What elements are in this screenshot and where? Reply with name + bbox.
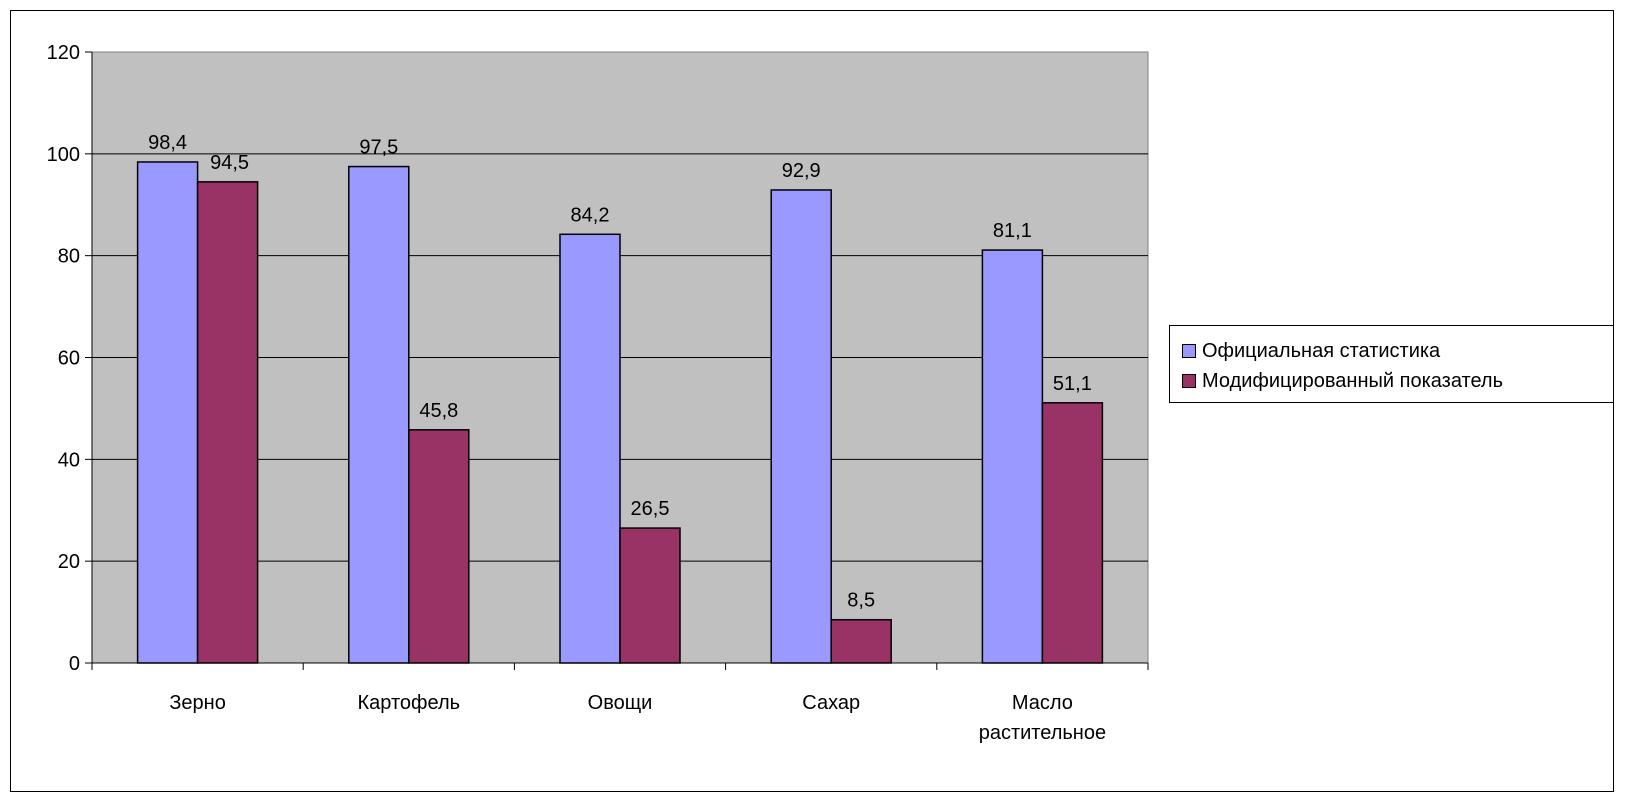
data-label: 98,4 [148,132,187,154]
bar-series-2 [408,429,470,664]
data-label: 8,5 [847,590,875,612]
y-tick-label: 40 [58,449,80,471]
data-label: 81,1 [993,220,1032,242]
data-label: 92,9 [782,160,821,182]
y-tick-label: 20 [58,551,80,573]
data-label: 97,5 [359,137,398,159]
x-tick-label: растительное [979,722,1106,744]
legend-label-series-1: Официальная статистика [1202,339,1441,362]
data-label: 94,5 [210,152,249,174]
axes: 0 20 40 60 80 100 120 Зерно Картофель Овощи Сахар М… [47,42,1149,744]
legend-item-series-1: Официальная статистика [1182,338,1440,364]
bar-series-1 [348,165,410,664]
y-tick-label: 100 [47,144,80,166]
x-tick-label: Овощи [588,692,653,714]
x-tick-label: Зерно [169,692,226,714]
legend: Официальная статистика Модифицированный … [1169,325,1613,403]
bar-series-2 [196,181,259,664]
bar-series-1 [559,233,621,664]
chart-frame: 0 20 40 60 80 100 120 Зерно Картофель Овощи Сахар М… [10,10,1614,792]
y-tick-label: 80 [58,246,80,268]
y-tick-label: 0 [69,653,80,675]
x-tick-label: Картофель [358,692,461,714]
legend-swatch-series-2 [1182,374,1196,388]
bar-series-2 [830,618,892,664]
x-tick-label: Масло [1012,692,1073,714]
legend-swatch-series-1 [1182,344,1196,358]
data-labels: 98,4 94,5 97,5 45,8 84,2 26,5 92,9 8,5 81,1 51,1 [148,132,1092,612]
bar-series-2 [619,527,681,664]
data-label: 26,5 [631,498,670,520]
legend-label-series-2: Модифицированный показатель [1202,369,1504,392]
data-label: 51,1 [1053,373,1092,395]
data-label: 45,8 [419,400,458,422]
x-tick-label: Сахар [802,692,860,714]
y-tick-label: 120 [47,42,80,64]
y-tick-label: 60 [58,348,80,370]
bar-series-1 [770,189,832,664]
data-label: 84,2 [571,204,610,226]
bar-series-1 [981,249,1044,664]
bar-series-2 [1041,402,1104,664]
bar-series-1 [136,161,199,664]
bars [136,161,1104,664]
bar-chart: 0 20 40 60 80 100 120 Зерно Картофель Овощи Сахар М… [47,42,1149,744]
legend-item-series-2: Модифицированный показатель [1182,368,1503,394]
